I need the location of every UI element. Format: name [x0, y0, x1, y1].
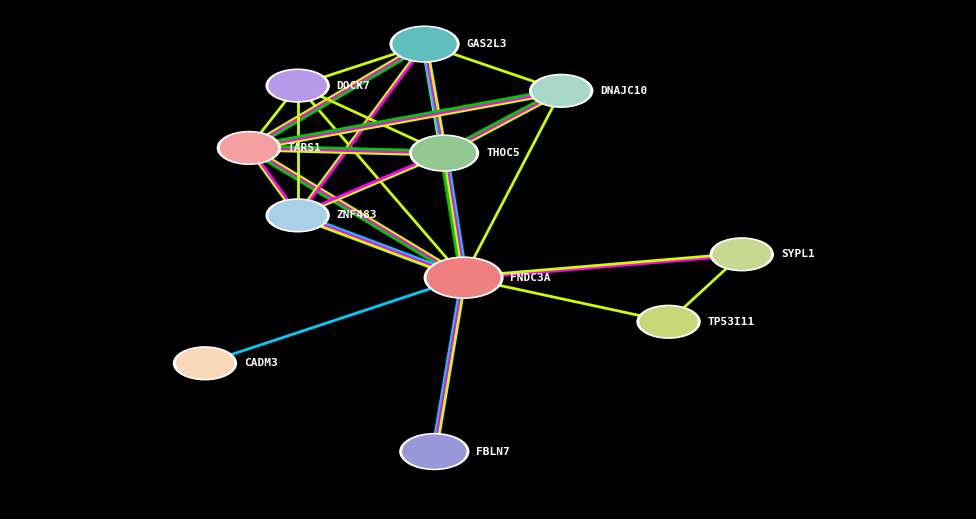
Circle shape [529, 74, 593, 108]
Text: THOC5: THOC5 [486, 148, 520, 158]
Text: GAS2L3: GAS2L3 [467, 39, 507, 49]
Text: CADM3: CADM3 [244, 358, 278, 368]
Circle shape [268, 70, 327, 101]
Circle shape [399, 433, 469, 470]
Circle shape [389, 25, 460, 63]
Circle shape [532, 75, 590, 106]
Text: SYPL1: SYPL1 [781, 249, 815, 260]
Circle shape [412, 136, 476, 170]
Circle shape [710, 237, 774, 271]
Circle shape [392, 27, 457, 61]
Text: TP53I11: TP53I11 [708, 317, 754, 327]
Text: TARS1: TARS1 [288, 143, 322, 153]
Circle shape [422, 141, 467, 165]
Circle shape [427, 258, 501, 297]
Circle shape [721, 243, 762, 265]
Circle shape [173, 346, 237, 380]
Circle shape [402, 32, 447, 56]
Circle shape [402, 434, 467, 469]
Text: FBLN7: FBLN7 [476, 446, 510, 457]
Circle shape [220, 132, 278, 163]
Circle shape [639, 306, 698, 337]
Circle shape [712, 239, 771, 270]
Circle shape [176, 348, 234, 379]
Circle shape [277, 75, 318, 97]
Circle shape [412, 440, 457, 463]
Text: ZNF483: ZNF483 [337, 210, 377, 221]
Circle shape [217, 131, 281, 165]
Circle shape [184, 352, 225, 374]
Circle shape [636, 305, 701, 339]
Circle shape [409, 134, 479, 172]
Circle shape [268, 200, 327, 231]
Circle shape [648, 311, 689, 333]
Circle shape [265, 198, 330, 233]
Text: DOCK7: DOCK7 [337, 80, 371, 91]
Text: FNDC3A: FNDC3A [510, 272, 550, 283]
Text: DNAJC10: DNAJC10 [600, 86, 647, 96]
Circle shape [437, 264, 490, 292]
Circle shape [541, 80, 582, 102]
Circle shape [265, 69, 330, 103]
Circle shape [424, 256, 504, 299]
Circle shape [277, 204, 318, 226]
Circle shape [228, 137, 269, 159]
